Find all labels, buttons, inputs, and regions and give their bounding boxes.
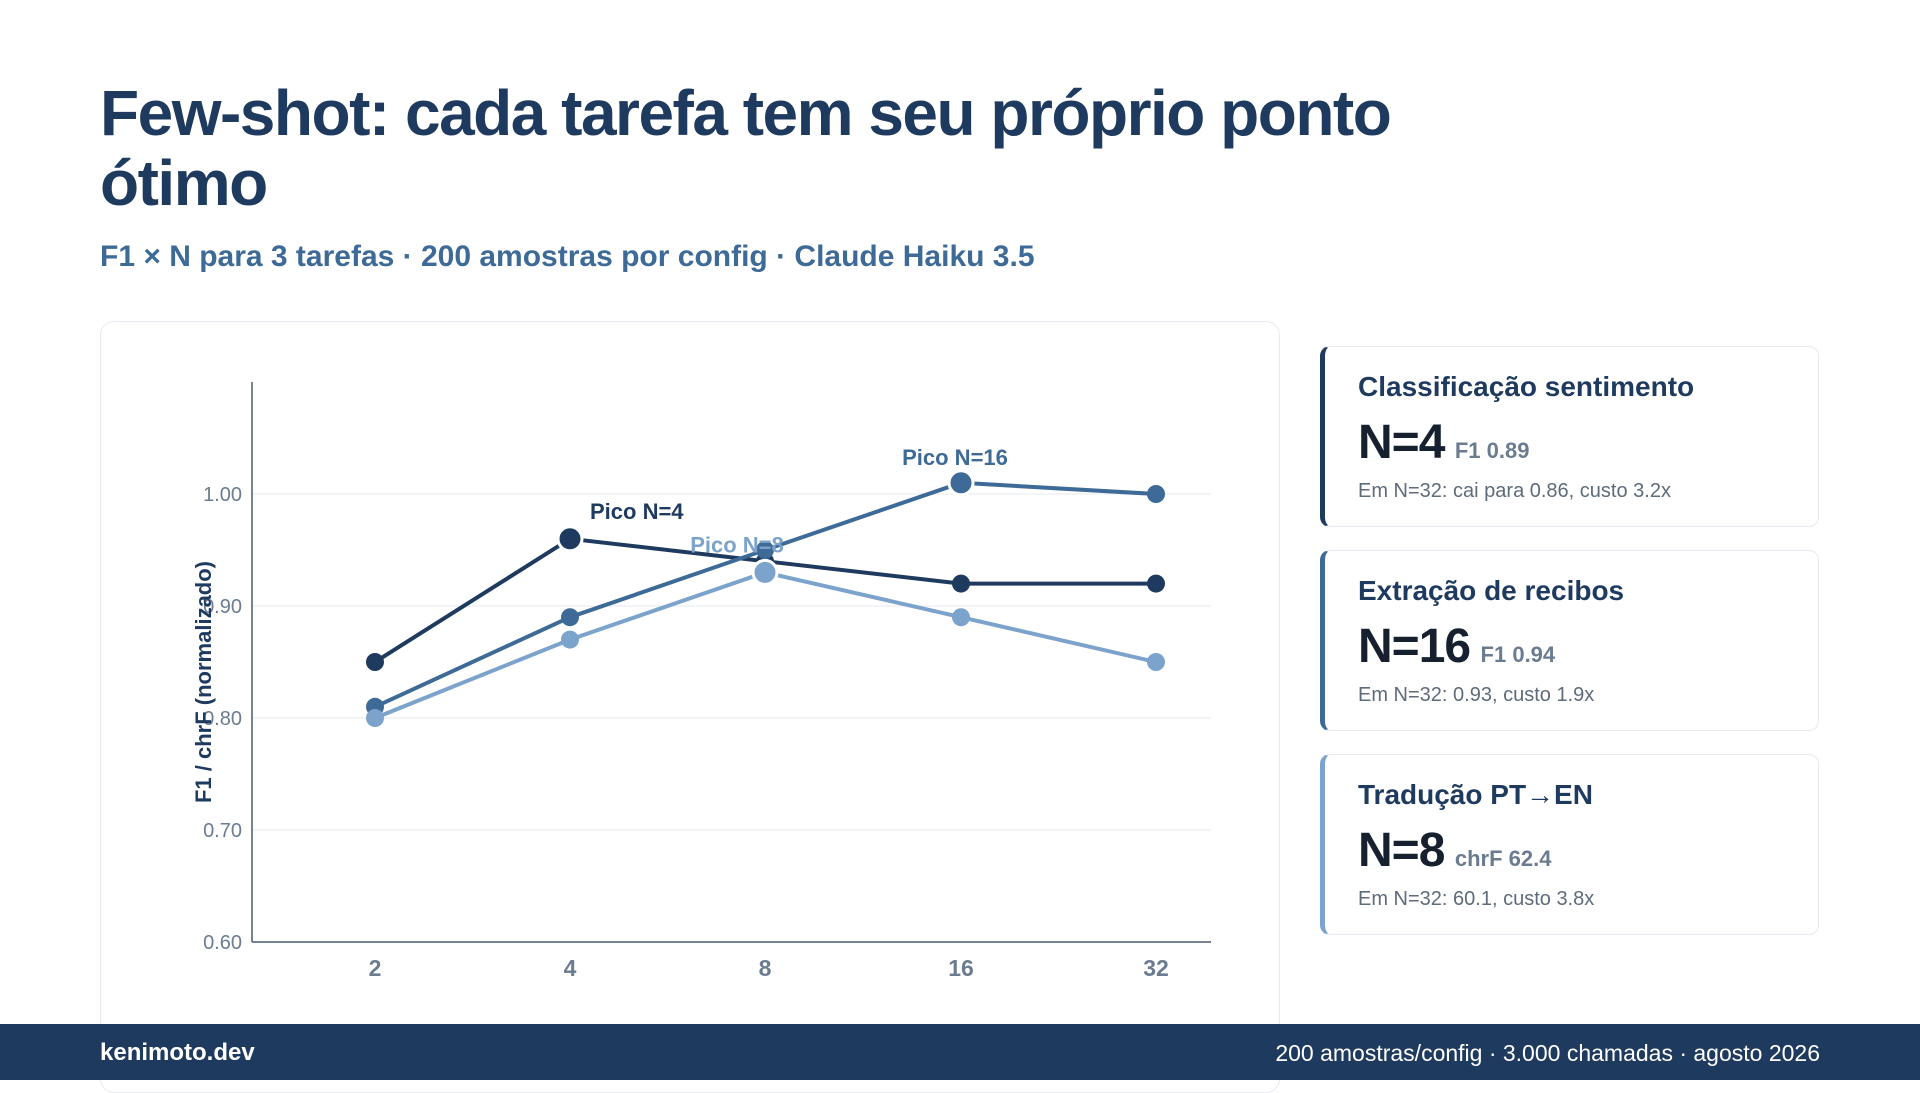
- y-tick-label: 0.60: [203, 932, 242, 954]
- page-subtitle: F1 × N para 3 tarefas · 200 amostras por…: [100, 240, 1035, 273]
- line-chart: 0.60 0.70 0.80 0.90 1.00 2 4 8 16 32 F1 / chrF (no…: [191, 382, 1211, 981]
- peak-point: [947, 469, 975, 497]
- footer-meta: 200 amostras/config · 3.000 chamadas · a…: [1275, 1040, 1820, 1066]
- y-tick-label: 0.70: [203, 820, 242, 842]
- peak-label: Pico N=8: [690, 532, 784, 557]
- y-tick-label: 0.80: [203, 708, 242, 730]
- y-tick-label: 1.00: [203, 484, 242, 506]
- chart-card: 0.60 0.70 0.80 0.90 1.00 2 4 8 16 32 F1 / chrF (no…: [100, 321, 1280, 1093]
- peak-label: Pico N=16: [902, 445, 1008, 470]
- insight-title: Tradução PT→EN: [1358, 779, 1593, 810]
- x-tick-label: 4: [564, 955, 577, 981]
- x-tick-label: 16: [948, 955, 974, 981]
- insight-metric: F1 0.94: [1480, 642, 1556, 667]
- insight-card-sentiment: Classificação sentimento N=4 F1 0.89 Em …: [1320, 346, 1819, 527]
- insight-value: N=16: [1358, 620, 1471, 673]
- data-point: [561, 630, 579, 649]
- footer-bar: kenimoto.dev 200 amostras/config · 3.000…: [0, 1024, 1920, 1080]
- data-point: [561, 608, 579, 627]
- data-point: [952, 574, 970, 593]
- insight-note: Em N=32: cai para 0.86, custo 3.2x: [1358, 480, 1671, 502]
- data-point: [1147, 574, 1165, 593]
- insight-card-translation: Tradução PT→EN N=8 chrF 62.4 Em N=32: 60…: [1320, 754, 1819, 935]
- insight-card-receipts: Extração de recibos N=16 F1 0.94 Em N=32…: [1320, 550, 1819, 731]
- x-tick-label: 8: [759, 955, 772, 981]
- x-tick-label: 32: [1143, 955, 1169, 981]
- y-axis-label: F1 / chrF (normalizado): [191, 561, 216, 803]
- insight-metric: chrF 62.4: [1454, 846, 1552, 871]
- series-line: [373, 570, 1158, 720]
- insight-title: Classificação sentimento: [1358, 371, 1695, 402]
- y-tick-label: 0.90: [203, 596, 242, 618]
- series-line: [373, 480, 1158, 709]
- footer-brand: kenimoto.dev: [100, 1039, 255, 1066]
- x-tick-label: 2: [369, 955, 382, 981]
- peak-point: [751, 558, 779, 586]
- data-point: [366, 709, 384, 727]
- data-point: [1147, 653, 1165, 671]
- insight-value: N=8: [1358, 824, 1445, 877]
- page-title: Few-shot: cada tarefa tem seu próprio po…: [100, 77, 1392, 219]
- peak-label: Pico N=4: [590, 499, 684, 524]
- peak-point: [556, 525, 584, 553]
- data-point: [1147, 485, 1165, 503]
- data-point: [756, 541, 774, 559]
- data-point: [952, 608, 970, 627]
- insight-metric: F1 0.89: [1454, 438, 1530, 463]
- insight-note: Em N=32: 60.1, custo 3.8x: [1358, 888, 1595, 910]
- data-point: [366, 653, 384, 671]
- insight-value: N=4: [1358, 416, 1445, 469]
- insight-title: Extração de recibos: [1358, 575, 1625, 606]
- insight-note: Em N=32: 0.93, custo 1.9x: [1358, 684, 1595, 706]
